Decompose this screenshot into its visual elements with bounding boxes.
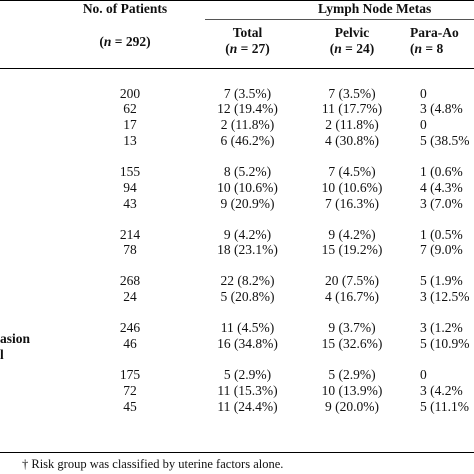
row-patient-count: 175 [119, 367, 141, 382]
row-total-metastasis: 12 (19.4%) [217, 101, 278, 116]
para-aortic-column-title: Para-Ao [410, 25, 459, 40]
row-para-aortic-metastasis: 3 (1.2% [420, 320, 463, 335]
top-rule [0, 0, 474, 1]
row-pelvic-metastasis: 7 (3.5%) [328, 86, 376, 101]
row-pelvic-metastasis: 9 (3.7%) [328, 320, 376, 335]
lnm-group-rule [205, 19, 474, 20]
row-patient-count: 72 [123, 383, 137, 398]
row-pelvic-metastasis: 9 (4.2%) [328, 227, 376, 242]
row-pelvic-metastasis: 20 (7.5%) [325, 273, 379, 288]
row-para-aortic-metastasis: 3 (4.2% [420, 383, 463, 398]
row-pelvic-metastasis: 4 (16.7%) [325, 289, 379, 304]
row-para-aortic-metastasis: 1 (0.5% [420, 227, 463, 242]
row-patient-count: 94 [123, 180, 137, 195]
row-total-metastasis: 11 (24.4%) [217, 399, 278, 414]
row-pelvic-metastasis: 4 (30.8%) [325, 133, 379, 148]
patients-column-title: No. of Patients [82, 1, 168, 16]
row-patient-count: 246 [119, 320, 141, 335]
row-pelvic-metastasis: 2 (11.8%) [325, 117, 379, 132]
table-footnote: † Risk group was classified by uterine f… [22, 457, 284, 471]
row-para-aortic-metastasis: 5 (38.5% [420, 133, 470, 148]
row-para-aortic-metastasis: 3 (7.0% [420, 196, 463, 211]
patients-column-n: (n = 292) [99, 34, 151, 49]
row-patient-count: 214 [119, 227, 141, 242]
row-para-aortic-metastasis: 0 [420, 117, 427, 132]
row-total-metastasis: 11 (4.5%) [220, 320, 275, 335]
row-total-metastasis: 8 (5.2%) [223, 164, 272, 179]
row-patient-count: 155 [119, 164, 141, 179]
row-para-aortic-metastasis: 1 (0.6% [420, 164, 463, 179]
row-total-metastasis: 2 (11.8%) [220, 117, 275, 132]
row-patient-count: 24 [123, 289, 137, 304]
row-group-label-fragment: asion [0, 331, 31, 346]
row-total-metastasis: 10 (10.6%) [217, 180, 278, 195]
row-pelvic-metastasis: 5 (2.9%) [328, 367, 376, 382]
lymph-node-metastasis-title: Lymph Node Metas [318, 1, 432, 16]
row-total-metastasis: 5 (2.9%) [223, 367, 272, 382]
row-para-aortic-metastasis: 0 [420, 367, 427, 382]
row-total-metastasis: 16 (34.8%) [217, 336, 278, 351]
row-patient-count: 13 [123, 133, 137, 148]
row-total-metastasis: 9 (20.9%) [220, 196, 275, 211]
row-patient-count: 45 [123, 399, 137, 414]
row-patient-count: 17 [123, 117, 137, 132]
row-para-aortic-metastasis: 3 (12.5% [420, 289, 470, 304]
row-total-metastasis: 22 (8.2%) [220, 273, 275, 288]
row-pelvic-metastasis: 7 (16.3%) [325, 196, 379, 211]
row-pelvic-metastasis: 11 (17.7%) [321, 101, 383, 116]
row-para-aortic-metastasis: 0 [420, 86, 427, 101]
row-total-metastasis: 11 (15.3%) [217, 383, 278, 398]
row-patient-count: 268 [119, 273, 141, 288]
row-total-metastasis: 6 (46.2%) [220, 133, 275, 148]
pelvic-column-n: (n = 24) [329, 41, 375, 56]
row-pelvic-metastasis: 10 (13.9%) [321, 383, 383, 398]
table-bottom-rule [0, 452, 474, 453]
row-pelvic-metastasis: 7 (4.5%) [328, 164, 376, 179]
row-para-aortic-metastasis: 5 (10.9% [420, 336, 470, 351]
total-column-n: (n = 27) [225, 41, 270, 56]
total-column-title: Total [232, 25, 263, 40]
row-total-metastasis: 5 (20.8%) [220, 289, 275, 304]
row-para-aortic-metastasis: 5 (11.1% [420, 399, 469, 414]
row-patient-count: 46 [123, 336, 137, 351]
row-patient-count: 62 [123, 101, 137, 116]
row-para-aortic-metastasis: 5 (1.9% [420, 273, 463, 288]
row-pelvic-metastasis: 9 (20.0%) [325, 399, 379, 414]
para-aortic-column-n: (n = 8 [410, 41, 444, 56]
row-total-metastasis: 9 (4.2%) [223, 227, 272, 242]
row-pelvic-metastasis: 10 (10.6%) [321, 180, 383, 195]
row-pelvic-metastasis: 15 (19.2%) [321, 242, 383, 257]
row-para-aortic-metastasis: 4 (4.3% [420, 180, 463, 195]
row-patient-count: 43 [123, 196, 137, 211]
row-para-aortic-metastasis: 3 (4.8% [420, 101, 463, 116]
row-para-aortic-metastasis: 7 (9.0% [420, 242, 463, 257]
header-bottom-rule [0, 68, 474, 69]
row-group-label-fragment: l [0, 347, 4, 362]
row-patient-count: 200 [119, 86, 141, 101]
row-total-metastasis: 18 (23.1%) [217, 242, 278, 257]
row-patient-count: 78 [123, 242, 137, 257]
pelvic-column-title: Pelvic [334, 25, 370, 40]
row-total-metastasis: 7 (3.5%) [223, 86, 272, 101]
row-pelvic-metastasis: 15 (32.6%) [321, 336, 383, 351]
